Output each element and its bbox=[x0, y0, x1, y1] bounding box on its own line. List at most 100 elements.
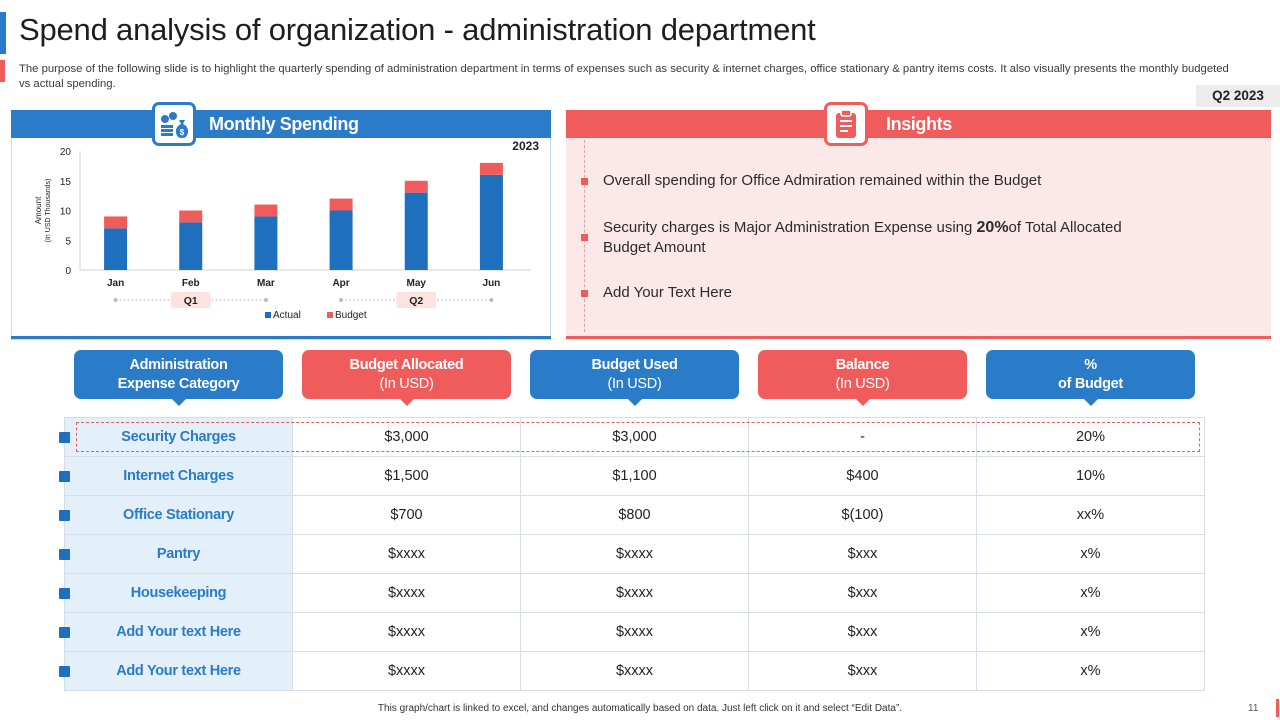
used-cell: $xxxx bbox=[520, 651, 749, 691]
row-marker bbox=[59, 432, 70, 443]
percent-cell: 20% bbox=[976, 417, 1205, 457]
table-row: Internet Charges $1,500 $1,100 $400 10% bbox=[64, 456, 1205, 496]
allocated-cell: $xxxx bbox=[292, 651, 521, 691]
balance-cell: $400 bbox=[748, 456, 977, 496]
table-row: Add Your text Here $xxxx $xxxx $xxx x% bbox=[64, 612, 1205, 652]
legend-swatch bbox=[265, 312, 271, 318]
monthly-spending-chart: 0 5 10 15 20 Amount (In USD Thousands) 2023 Jan F… bbox=[34, 139, 539, 321]
allocated-cell: $xxxx bbox=[292, 573, 521, 613]
legend-label: Actual bbox=[273, 310, 301, 321]
category-cell: Internet Charges bbox=[64, 456, 293, 496]
column-header-budget-allocated: Budget Allocated (In USD) bbox=[302, 350, 511, 406]
monthly-spending-header: Monthly Spending bbox=[11, 110, 551, 138]
insight-item-2-highlight: 20% bbox=[976, 219, 1009, 236]
insight-item-1: Overall spending for Office Admiration r… bbox=[603, 172, 1042, 189]
category-cell: Add Your text Here bbox=[64, 651, 293, 691]
insight-bullet bbox=[581, 234, 588, 241]
balance-cell: $xxx bbox=[748, 612, 977, 652]
column-header-balance: Balance (In USD) bbox=[758, 350, 967, 406]
group-label: Q1 bbox=[184, 295, 198, 307]
insights-panel bbox=[566, 110, 1271, 337]
row-marker bbox=[59, 588, 70, 599]
percent-cell: xx% bbox=[976, 495, 1205, 535]
column-header-percent-budget: % of Budget bbox=[986, 350, 1195, 406]
chart-year-label: 2023 bbox=[512, 139, 539, 153]
group-bracket-dot bbox=[489, 298, 494, 302]
actual-bar bbox=[329, 210, 353, 270]
monthly-spending-bottom-rule bbox=[11, 336, 551, 339]
column-header-subtitle: (In USD) bbox=[835, 376, 890, 392]
group-label: Q2 bbox=[409, 295, 423, 307]
y-axis-label: (In USD Thousands) bbox=[45, 179, 52, 243]
budget-bar bbox=[179, 210, 203, 223]
percent-cell: 10% bbox=[976, 456, 1205, 496]
balance-cell: $(100) bbox=[748, 495, 977, 535]
used-cell: $xxxx bbox=[520, 612, 749, 652]
legend-label: Budget bbox=[335, 310, 367, 321]
page-number: 11 bbox=[1248, 703, 1259, 714]
insight-item-3: Add Your Text Here bbox=[603, 284, 732, 301]
legend-swatch bbox=[327, 312, 333, 318]
column-header-category: Administration Expense Category bbox=[74, 350, 283, 406]
row-marker bbox=[59, 549, 70, 560]
actual-bar bbox=[404, 192, 428, 270]
balance-cell: $xxx bbox=[748, 534, 977, 574]
monthly-spending-panel bbox=[11, 110, 551, 340]
insights-header: Insights bbox=[566, 110, 1271, 138]
x-tick-label: Jan bbox=[107, 278, 124, 289]
category-cell: Pantry bbox=[64, 534, 293, 574]
row-marker bbox=[59, 627, 70, 638]
y-tick-label: 20 bbox=[60, 147, 72, 158]
group-bracket-dot bbox=[263, 298, 268, 302]
used-cell: $3,000 bbox=[520, 417, 749, 457]
category-cell: Office Stationary bbox=[64, 495, 293, 535]
budget-bar bbox=[329, 198, 353, 211]
budget-bar bbox=[254, 204, 278, 217]
balance-cell: $xxx bbox=[748, 651, 977, 691]
column-header-title: Budget Used bbox=[591, 357, 678, 373]
svg-text:$: $ bbox=[180, 128, 185, 137]
column-header-subtitle: (In USD) bbox=[379, 376, 434, 392]
row-marker bbox=[59, 510, 70, 521]
column-header-title: Balance bbox=[835, 357, 890, 373]
table-row: Add Your text Here $xxxx $xxxx $xxx x% bbox=[64, 651, 1205, 691]
actual-bar bbox=[104, 228, 128, 270]
percent-cell: x% bbox=[976, 612, 1205, 652]
insight-bullet bbox=[581, 290, 588, 297]
x-tick-label: Apr bbox=[332, 278, 349, 289]
balance-cell: $xxx bbox=[748, 573, 977, 613]
row-marker bbox=[59, 471, 70, 482]
percent-cell: x% bbox=[976, 651, 1205, 691]
x-tick-label: Feb bbox=[182, 278, 200, 289]
y-tick-label: 0 bbox=[65, 266, 71, 277]
table-row: Office Stationary $700 $800 $(100) xx% bbox=[64, 495, 1205, 535]
category-cell: Housekeeping bbox=[64, 573, 293, 613]
group-label-bg bbox=[396, 292, 437, 308]
row-marker bbox=[59, 666, 70, 677]
subtitle-accent-bar bbox=[0, 60, 5, 82]
insight-bullet bbox=[581, 178, 588, 185]
allocated-cell: $xxxx bbox=[292, 612, 521, 652]
column-header-subtitle: Expense Category bbox=[117, 376, 240, 392]
y-tick-label: 5 bbox=[65, 236, 71, 247]
column-header-subtitle: (In USD) bbox=[607, 376, 662, 392]
y-axis-label: Amount bbox=[34, 196, 43, 224]
group-bracket-dot bbox=[113, 298, 118, 302]
budget-bar bbox=[104, 216, 128, 229]
column-header-budget-used: Budget Used (In USD) bbox=[530, 350, 739, 406]
y-tick-label: 10 bbox=[60, 207, 72, 218]
allocated-cell: $xxxx bbox=[292, 534, 521, 574]
page-number-accent bbox=[1276, 699, 1279, 717]
used-cell: $xxxx bbox=[520, 573, 749, 613]
money-bag-icon: $ bbox=[152, 102, 196, 146]
insight-item-2-text-after: of Total Allocated Budget Amount bbox=[603, 219, 1122, 256]
actual-bar bbox=[179, 222, 203, 270]
column-header-title: Administration bbox=[129, 357, 228, 373]
balance-cell: - bbox=[748, 417, 977, 457]
x-tick-label: Mar bbox=[257, 278, 275, 289]
table-row: Pantry $xxxx $xxxx $xxx x% bbox=[64, 534, 1205, 574]
column-header-title: Budget Allocated bbox=[349, 357, 464, 373]
allocated-cell: $3,000 bbox=[292, 417, 521, 457]
footer-note: This graph/chart is linked to excel, and… bbox=[377, 703, 903, 714]
budget-bar bbox=[479, 162, 503, 175]
